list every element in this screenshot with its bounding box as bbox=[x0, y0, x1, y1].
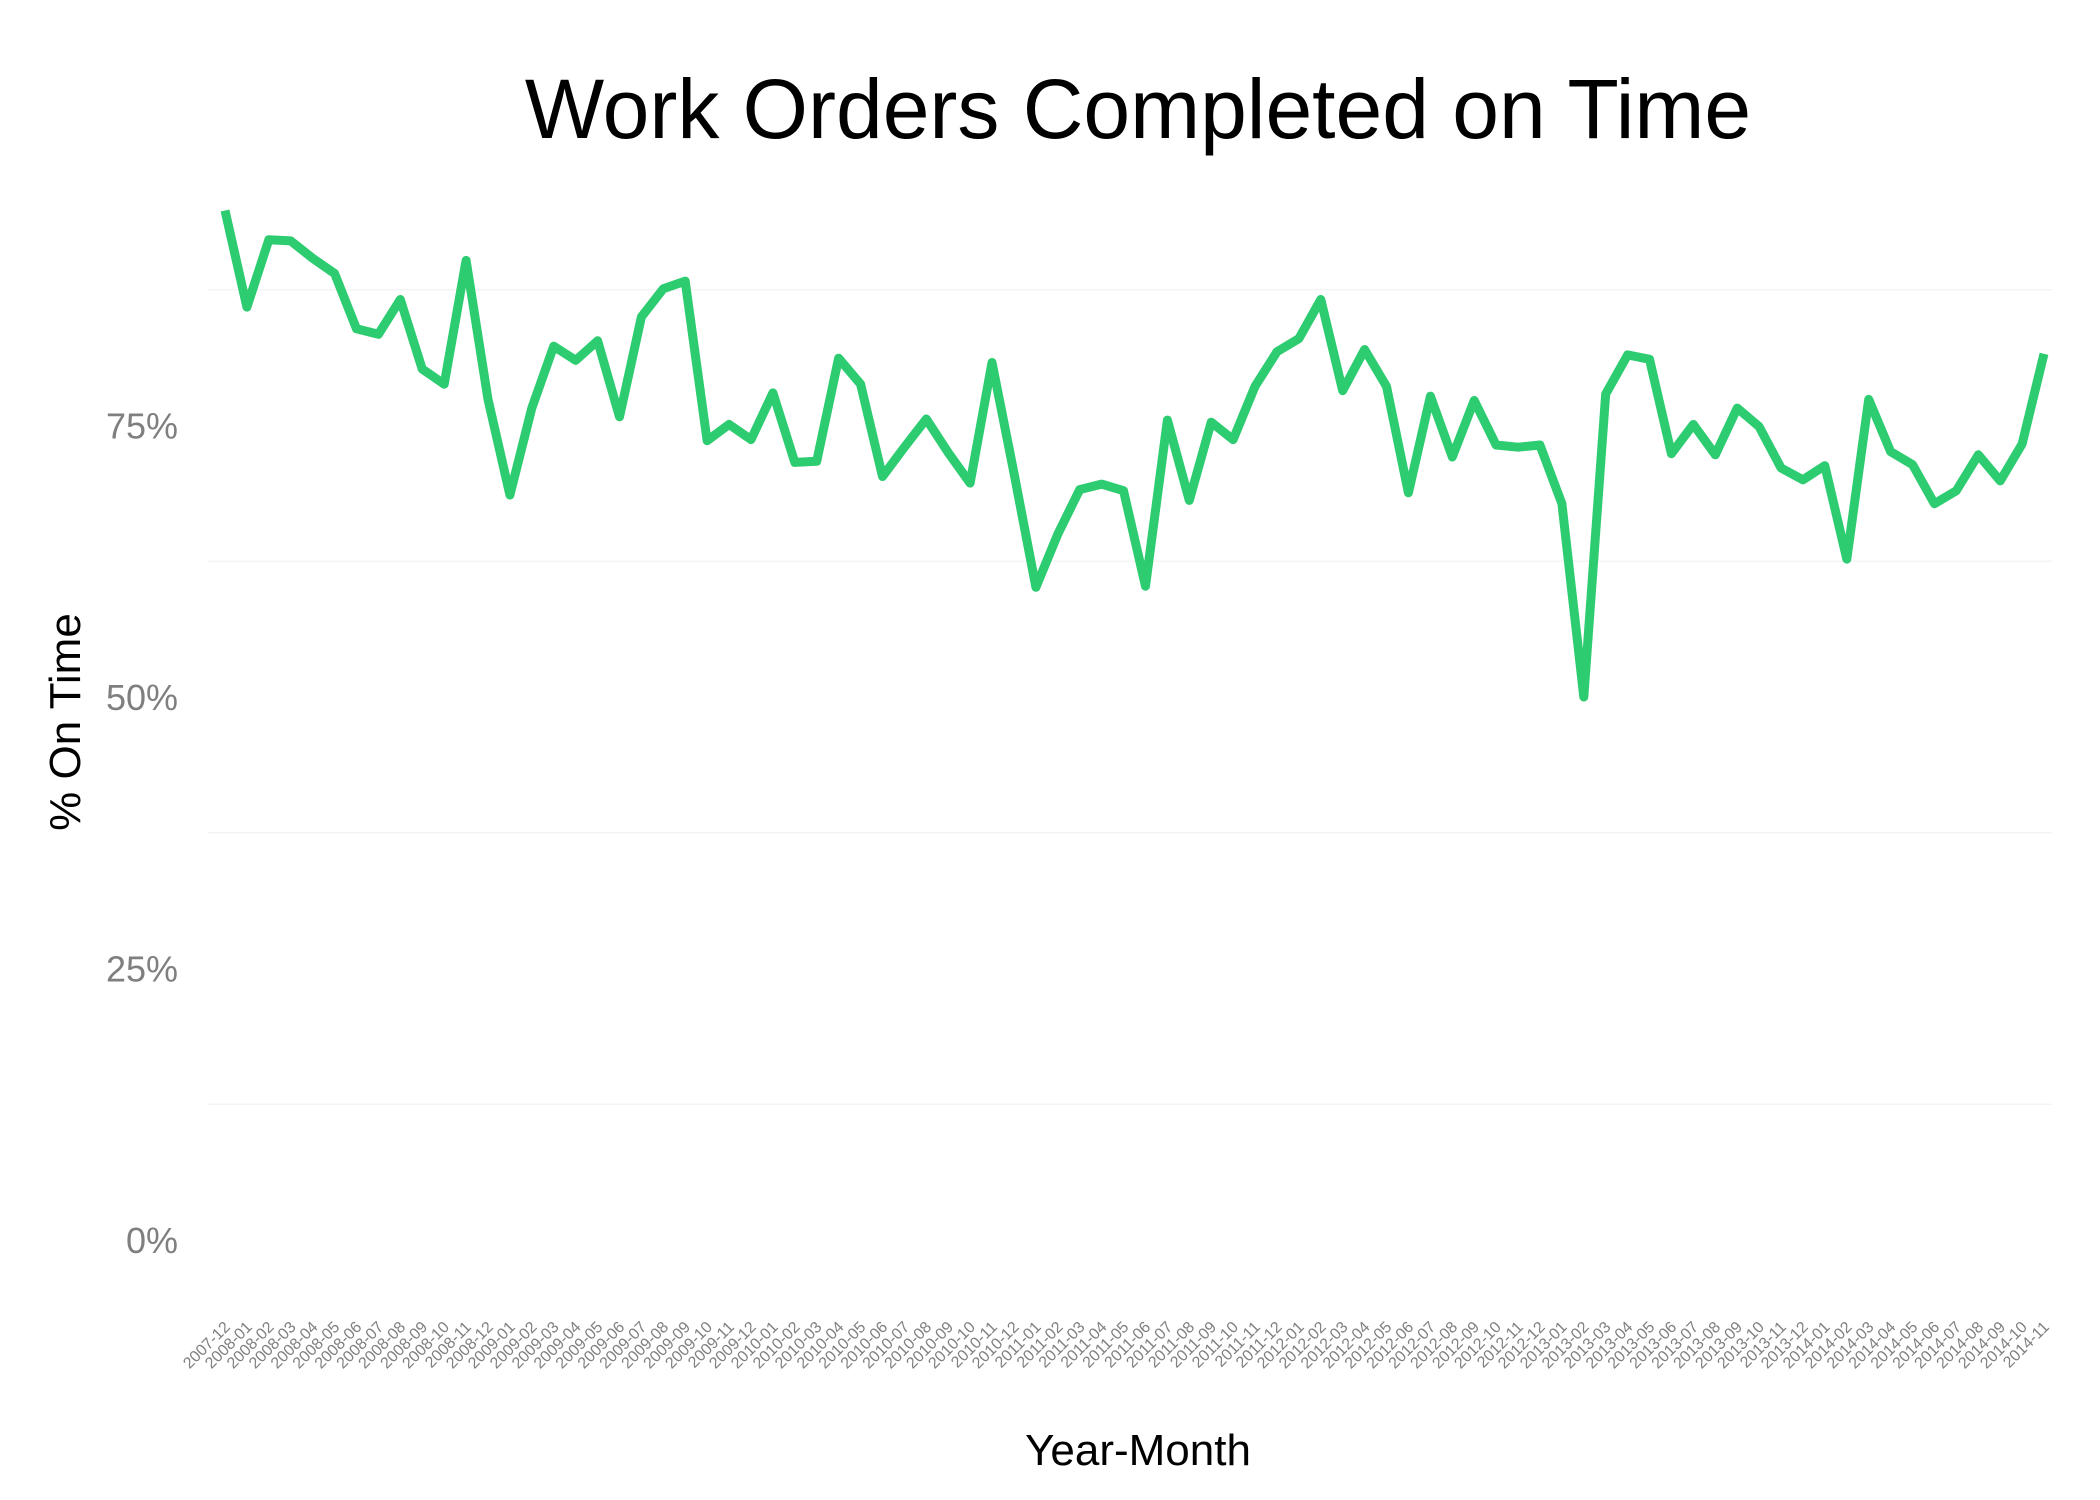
y-axis-title: % On Time bbox=[41, 613, 90, 831]
series-line bbox=[220, 209, 2049, 702]
y-tick-label: 25% bbox=[106, 949, 178, 990]
x-axis-ticks: 2007-122008-012008-022008-032008-042008-… bbox=[180, 1319, 2053, 1373]
y-axis-ticks: 0% 25% 50% 75% bbox=[106, 406, 178, 1262]
y-tick-label: 50% bbox=[106, 677, 178, 718]
y-tick-label: 0% bbox=[126, 1220, 178, 1261]
x-axis-title: Year-Month bbox=[1025, 1426, 1251, 1475]
grid-lines bbox=[208, 289, 2052, 1105]
chart-title: Work Orders Completed on Time bbox=[525, 62, 1751, 156]
y-tick-label: 75% bbox=[106, 406, 178, 447]
series-layer bbox=[220, 209, 2049, 702]
